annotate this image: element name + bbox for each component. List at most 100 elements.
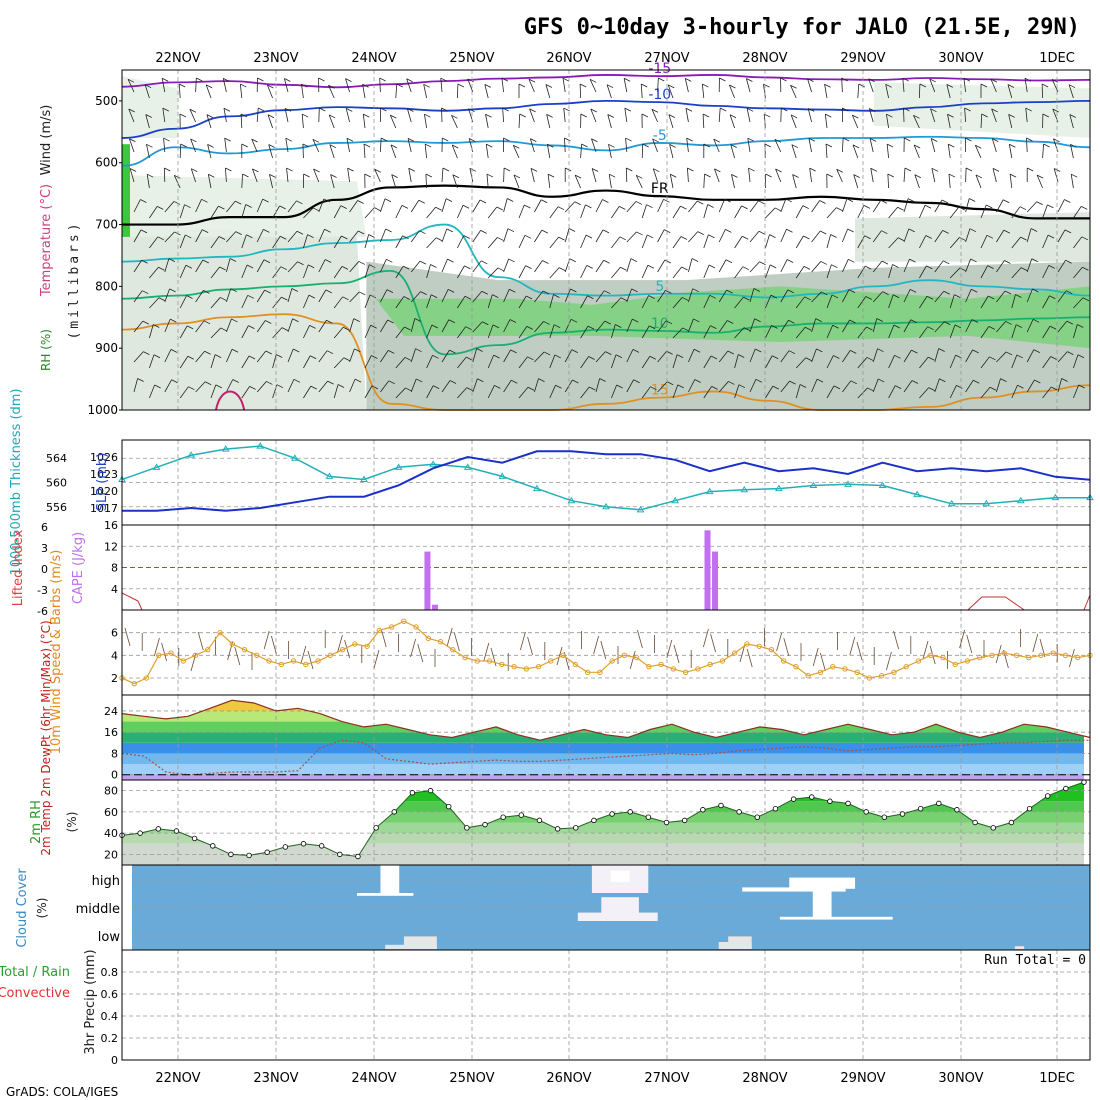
wind-barb xyxy=(991,108,997,123)
wind-barb xyxy=(734,327,745,339)
rh-marker xyxy=(482,821,488,828)
wind-barb-flag xyxy=(876,318,884,322)
thickness-marker xyxy=(671,496,680,504)
wind-barb-flag xyxy=(719,77,726,82)
wind-barb xyxy=(626,201,637,213)
wind-barb-flag xyxy=(519,113,526,118)
wind-barb-flag xyxy=(826,173,833,178)
y-tick: 16 xyxy=(104,726,118,739)
wind-barb-flag xyxy=(497,237,504,241)
wind-barb xyxy=(872,348,878,363)
wind-barb-flag xyxy=(502,107,509,112)
wind-barb xyxy=(765,355,773,369)
slp-line xyxy=(122,450,1091,512)
wind-barb xyxy=(303,294,310,309)
wind-barb-flag xyxy=(191,168,198,173)
wind-barb xyxy=(472,199,481,213)
wind-barb xyxy=(590,108,597,123)
wind-barb-flag xyxy=(924,204,932,209)
wind-barb-flag xyxy=(542,260,549,264)
wind-barb xyxy=(285,138,289,153)
wind-barb-flag xyxy=(307,234,314,238)
wind-speed-line xyxy=(121,620,1091,685)
wind-barb-flag xyxy=(308,264,315,269)
thickness-ylabel: 1000-500mb Thickness (dm) xyxy=(9,388,24,575)
wind-barb xyxy=(263,630,270,650)
wind-barb xyxy=(226,258,231,273)
wind-barb-flag xyxy=(380,137,388,142)
contour-15 xyxy=(121,313,1091,411)
wind-barb-flag xyxy=(291,288,299,292)
wind-barb xyxy=(210,384,217,399)
wind-barb-flag xyxy=(1066,290,1073,295)
wind-barb xyxy=(487,206,498,219)
wind-barb xyxy=(903,168,906,183)
wind-barb-flag xyxy=(992,168,1000,172)
wind-barb-flag xyxy=(231,348,239,353)
wind-barb-flag xyxy=(1027,167,1034,172)
rh-marker xyxy=(809,794,815,800)
wind-barb xyxy=(626,349,634,363)
thickness-marker xyxy=(947,499,956,507)
x-label-top: 27NOV xyxy=(644,51,689,66)
wind-barb-flag xyxy=(343,357,350,362)
wind-barb-flag xyxy=(866,357,874,361)
wind-barb xyxy=(811,261,822,273)
temp-line xyxy=(121,699,1091,741)
cloud-block xyxy=(380,865,400,893)
wind-barb xyxy=(190,168,196,183)
wind-barb-flag xyxy=(408,167,415,172)
wind-barb xyxy=(595,199,603,213)
wind-barb xyxy=(965,228,971,243)
rh-marker xyxy=(772,805,779,812)
wind-barb xyxy=(349,378,356,393)
wind-barb-flag xyxy=(170,318,177,323)
wind-barb-flag xyxy=(390,114,397,119)
wind-barb-flag xyxy=(604,290,611,295)
wind-barb xyxy=(996,321,1006,333)
wind-barb xyxy=(718,198,726,213)
wind-barb-flag xyxy=(524,234,532,239)
ylabel-wind-speed: 10m Wind Speed & Barbs (m/s) xyxy=(49,550,64,755)
wind-barb xyxy=(252,168,258,183)
wind-barb xyxy=(256,229,264,243)
wind-barb-flag xyxy=(911,380,919,384)
wind-barb xyxy=(207,174,212,189)
wind-barb xyxy=(195,229,203,243)
wind-barb xyxy=(667,84,674,99)
wind-barb xyxy=(129,138,135,153)
wind-barb xyxy=(949,206,960,219)
wind-barb xyxy=(503,258,509,273)
wind-barb xyxy=(564,228,570,243)
temp-band xyxy=(122,721,1084,733)
wind-barb xyxy=(811,200,820,213)
wind-barb xyxy=(1042,356,1051,369)
wind-barb xyxy=(1073,297,1084,309)
wind-barb-flag xyxy=(954,294,961,298)
rh-marker xyxy=(700,807,706,813)
wind-barb xyxy=(886,144,889,159)
wind-barb-flag xyxy=(296,230,304,235)
wind-barb xyxy=(364,207,375,219)
wind-barb xyxy=(965,349,973,363)
wind-barb xyxy=(407,138,412,153)
wind-barb-flag xyxy=(711,386,718,390)
wind-barb xyxy=(795,235,804,249)
wind-barb-flag xyxy=(419,230,426,235)
wind-barb xyxy=(611,236,621,249)
wind-barb-flag xyxy=(545,84,553,88)
wind-barb xyxy=(600,640,607,660)
wind-barb xyxy=(996,229,1005,243)
wind-barb-flag xyxy=(964,107,971,112)
wind-barb-flag xyxy=(368,234,375,238)
wind-barb xyxy=(441,349,450,363)
wind-barb-flag xyxy=(507,228,515,233)
wind-barb-flag xyxy=(232,379,239,383)
y-tick: 20 xyxy=(104,848,118,861)
wind-barb-flag xyxy=(815,318,822,322)
wind-barb-flag xyxy=(759,261,766,266)
wind-barb xyxy=(775,168,782,183)
wind-barb xyxy=(765,294,772,309)
wind-barb-flag xyxy=(579,83,587,88)
